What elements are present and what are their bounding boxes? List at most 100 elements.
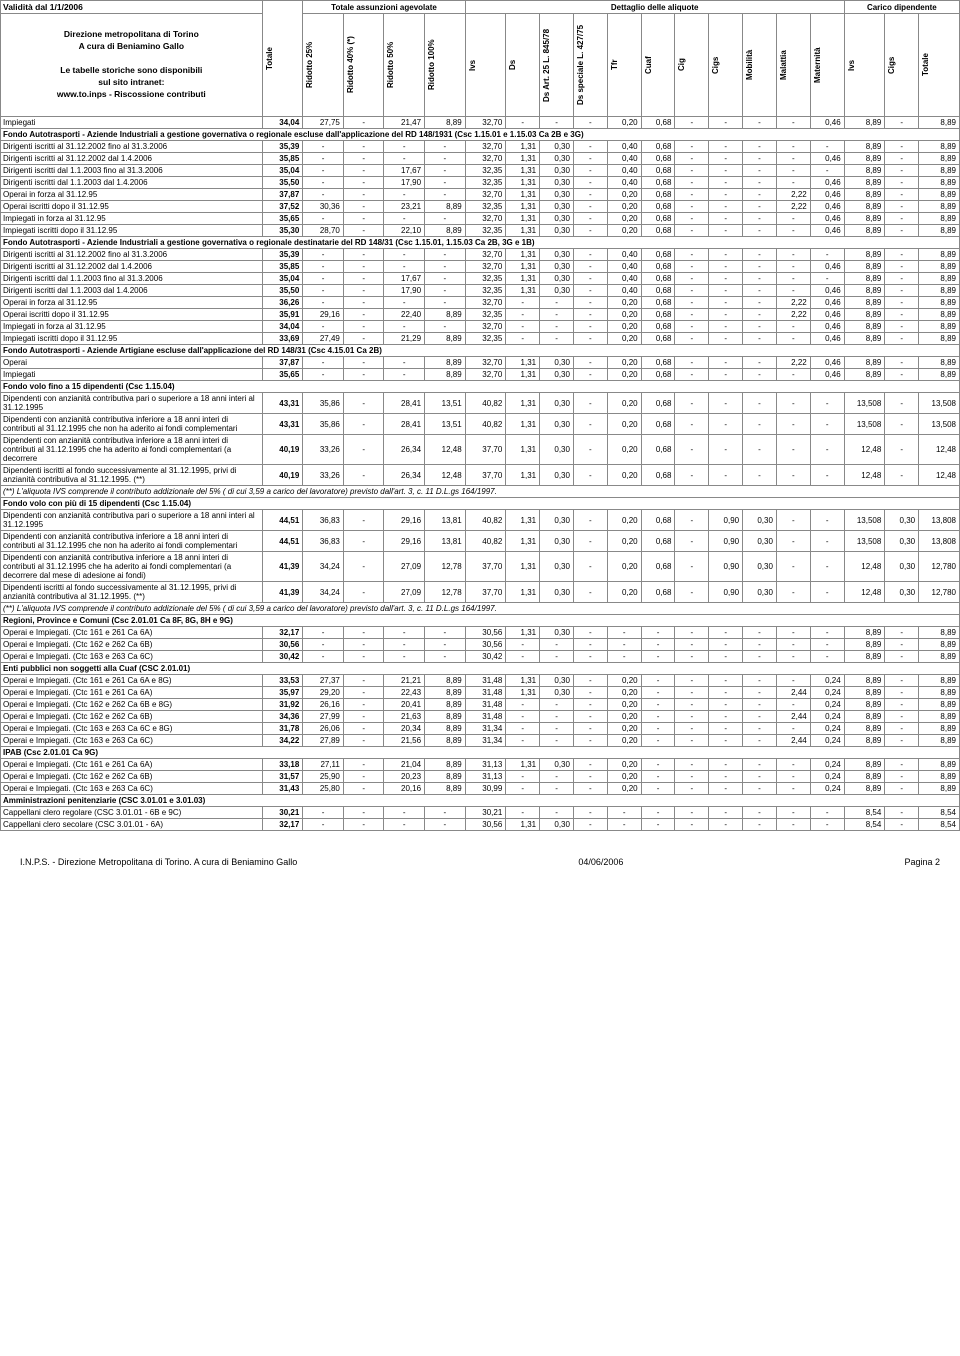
- cell-value: -: [776, 213, 810, 225]
- table-row: Amministrazioni penitenziarie (CSC 3.01.…: [1, 795, 960, 807]
- cell-value: -: [303, 297, 344, 309]
- table-row: Operai e Impiegati. (Ctc 161 e 261 Ca 6A…: [1, 627, 960, 639]
- cell-value: 27,75: [303, 117, 344, 129]
- table-row: Impiegati iscritti dopo il 31.12.9533,69…: [1, 333, 960, 345]
- cell-value: 13,808: [919, 510, 960, 531]
- cell-value: -: [885, 675, 919, 687]
- cell-value: 1,31: [506, 465, 540, 486]
- row-label: Dipendenti iscritti al fondo successivam…: [1, 582, 263, 603]
- cell-value: 30,36: [303, 201, 344, 213]
- cell-value: 21,56: [384, 735, 425, 747]
- cell-value: 0,20: [607, 531, 641, 552]
- cell-value: -: [709, 213, 743, 225]
- cell-value: 8,89: [919, 711, 960, 723]
- cell-value: 34,22: [262, 735, 303, 747]
- cell-value: -: [343, 321, 384, 333]
- section-header: Fondo Autotrasporti - Aziende Industrial…: [1, 237, 960, 249]
- table-row: Dipendenti con anzianità contributiva in…: [1, 435, 960, 465]
- cell-value: -: [776, 771, 810, 783]
- cell-value: 0,90: [709, 531, 743, 552]
- cell-value: -: [343, 687, 384, 699]
- cell-value: 0,20: [607, 723, 641, 735]
- cell-value: 35,50: [262, 177, 303, 189]
- cell-value: -: [384, 807, 425, 819]
- cell-value: -: [343, 771, 384, 783]
- cell-value: -: [885, 165, 919, 177]
- cell-value: 0,68: [641, 582, 675, 603]
- section-header: Regioni, Province e Comuni (Csc 2.01.01 …: [1, 615, 960, 627]
- cell-value: -: [675, 357, 709, 369]
- cell-value: 8,89: [919, 117, 960, 129]
- cell-value: -: [425, 627, 466, 639]
- row-label: Impiegati in forza al 31.12.95: [1, 213, 263, 225]
- table-row: Fondo volo con più di 15 dipendenti (Csc…: [1, 498, 960, 510]
- cell-value: -: [641, 699, 675, 711]
- cell-value: -: [573, 807, 607, 819]
- cell-value: -: [885, 819, 919, 831]
- row-label: Dirigenti iscritti dal 1.1.2003 dal 1.4.…: [1, 177, 263, 189]
- cell-value: -: [573, 141, 607, 153]
- row-label: Dirigenti iscritti dal 1.1.2003 fino al …: [1, 165, 263, 177]
- table-row: Enti pubblici non soggetti alla Cuaf (CS…: [1, 663, 960, 675]
- cell-value: 0,30: [540, 249, 574, 261]
- table-row: Operai e Impiegati. (Ctc 163 e 263 Ca 6C…: [1, 651, 960, 663]
- cell-value: 21,29: [384, 333, 425, 345]
- cell-value: -: [810, 651, 844, 663]
- row-label: Impiegati: [1, 117, 263, 129]
- row-label: Operai e Impiegati. (Ctc 161 e 261 Ca 6A…: [1, 627, 263, 639]
- cell-value: -: [743, 675, 777, 687]
- cell-value: 8,89: [425, 735, 466, 747]
- cell-value: -: [743, 711, 777, 723]
- cell-value: 0,30: [540, 141, 574, 153]
- cell-value: -: [776, 675, 810, 687]
- cell-value: -: [425, 249, 466, 261]
- cell-value: 8,89: [425, 117, 466, 129]
- cell-value: 0,68: [641, 510, 675, 531]
- cell-value: -: [425, 321, 466, 333]
- cell-value: -: [810, 807, 844, 819]
- cell-value: -: [303, 639, 344, 651]
- cell-value: -: [425, 273, 466, 285]
- cell-value: 27,99: [303, 711, 344, 723]
- cell-value: -: [303, 357, 344, 369]
- cell-value: -: [641, 675, 675, 687]
- cell-value: 29,16: [384, 531, 425, 552]
- cell-value: 31,13: [465, 771, 506, 783]
- cell-value: -: [384, 141, 425, 153]
- cell-value: 8,89: [844, 153, 885, 165]
- cell-value: 0,30: [540, 177, 574, 189]
- cell-value: 8,89: [919, 309, 960, 321]
- cell-value: -: [885, 117, 919, 129]
- cell-value: 20,16: [384, 783, 425, 795]
- cell-value: 8,89: [425, 309, 466, 321]
- cell-value: -: [709, 321, 743, 333]
- cell-value: -: [343, 141, 384, 153]
- grp-assunzioni: Totale assunzioni agevolate: [303, 1, 465, 14]
- cell-value: -: [384, 627, 425, 639]
- cell-value: -: [641, 819, 675, 831]
- cell-value: 0,68: [641, 177, 675, 189]
- cell-value: -: [709, 297, 743, 309]
- cell-value: 8,89: [844, 675, 885, 687]
- cell-value: 8,54: [919, 807, 960, 819]
- cell-value: -: [810, 819, 844, 831]
- cell-value: 8,89: [844, 771, 885, 783]
- cell-value: -: [675, 687, 709, 699]
- cell-value: -: [573, 165, 607, 177]
- cell-value: -: [776, 369, 810, 381]
- cell-value: 12,48: [919, 435, 960, 465]
- cell-value: 27,37: [303, 675, 344, 687]
- cell-value: 32,35: [465, 285, 506, 297]
- cell-value: -: [303, 189, 344, 201]
- header-info: Direzione metropolitana di Torino A cura…: [1, 14, 263, 117]
- table-row: Impiegati in forza al 31.12.9534,04----3…: [1, 321, 960, 333]
- cell-value: 8,89: [425, 357, 466, 369]
- cell-value: 37,87: [262, 357, 303, 369]
- cell-value: -: [573, 213, 607, 225]
- cell-value: -: [885, 213, 919, 225]
- cell-value: 0,30: [540, 225, 574, 237]
- cell-value: -: [709, 357, 743, 369]
- cell-value: -: [573, 189, 607, 201]
- table-row: Operai e Impiegati. (Ctc 161 e 261 Ca 6A…: [1, 675, 960, 687]
- cell-value: 8,54: [844, 819, 885, 831]
